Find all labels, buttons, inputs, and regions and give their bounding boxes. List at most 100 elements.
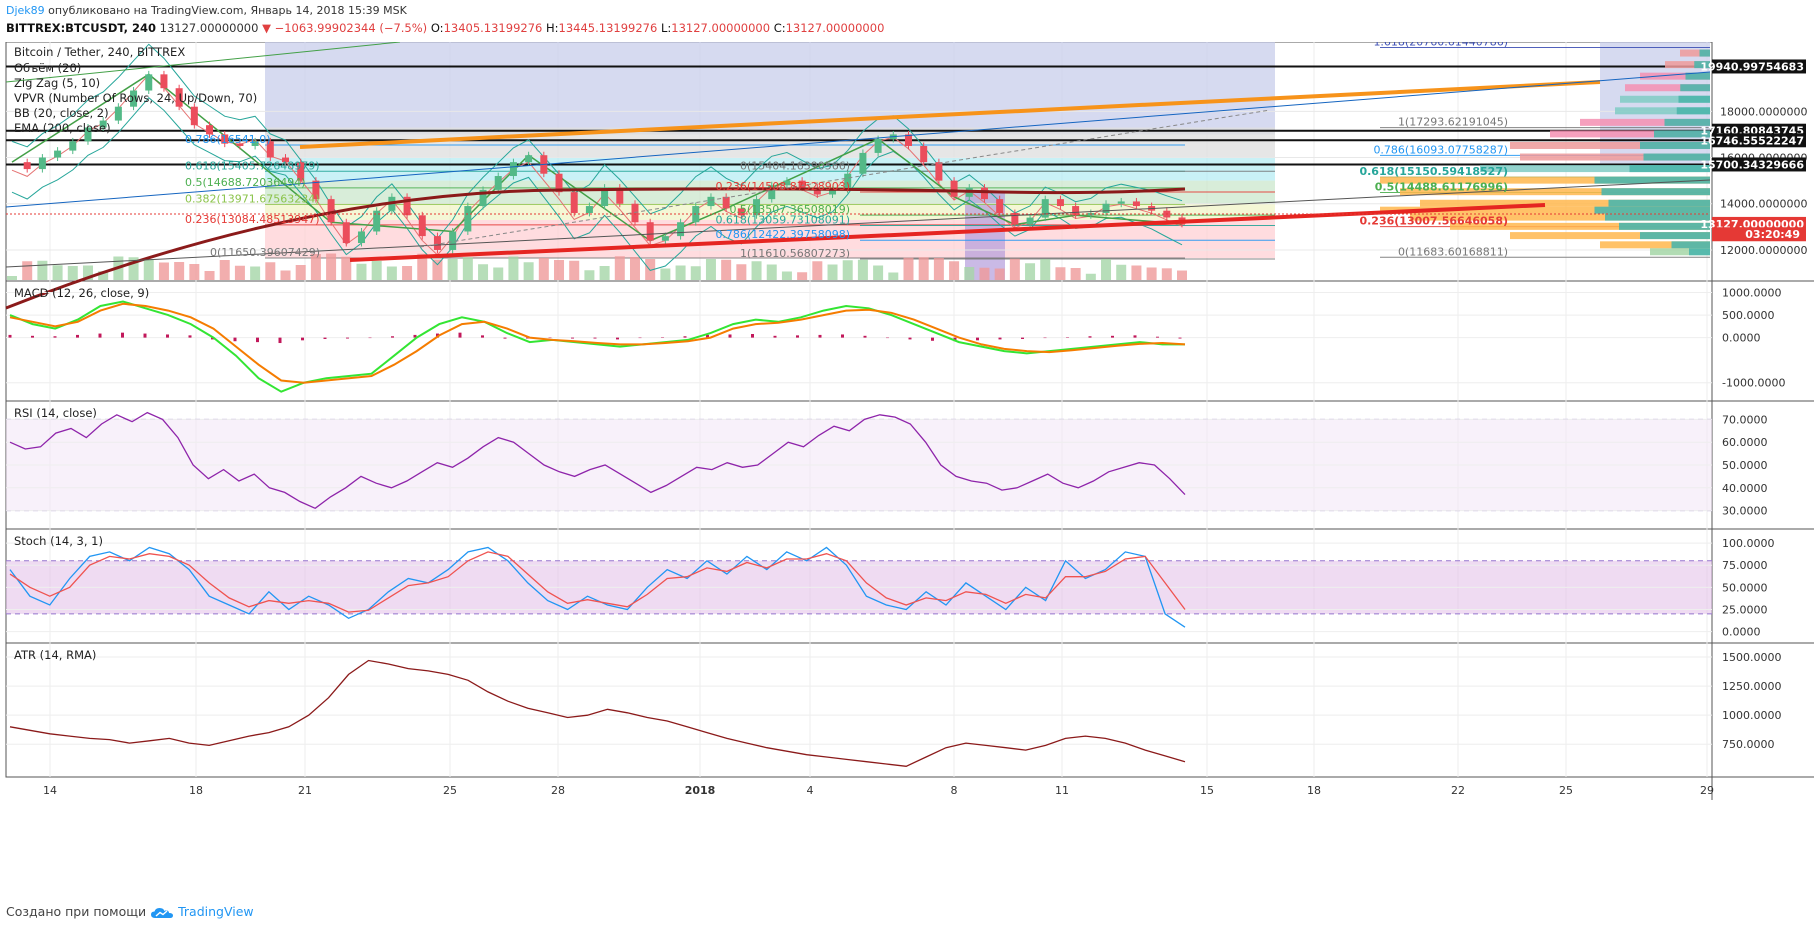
main-legend: Bitcoin / Tether, 240, BITTREX Объём (20)…: [14, 45, 257, 135]
volume-bar: [341, 256, 352, 280]
vpvr-bar: [1689, 248, 1710, 256]
macd-histogram-bar: [818, 334, 822, 338]
y-tick-label: 60.0000: [1722, 436, 1768, 449]
volume-bar: [797, 272, 808, 280]
volume-bar: [584, 270, 595, 280]
candle-body: [753, 199, 761, 216]
y-tick-label: 1250.0000: [1722, 680, 1782, 693]
volume-bar: [1040, 259, 1051, 280]
fib-level-label: 0.236(14508.87528903): [715, 180, 850, 193]
candle-body: [1117, 201, 1125, 204]
macd-histogram-bar: [908, 337, 912, 340]
candle-body: [130, 90, 138, 107]
indicator-series-line: [9, 659, 1186, 767]
macd-histogram-bar: [998, 337, 1002, 340]
candle-body: [494, 176, 502, 190]
footer-brand-link[interactable]: TradingView: [178, 904, 254, 919]
candle-body: [297, 162, 305, 181]
candle-body: [23, 162, 31, 170]
chart-title: Bitcoin / Tether, 240, BITTREX: [14, 45, 185, 59]
volume-bar: [82, 265, 93, 280]
y-tick-label: 1000.0000: [1722, 709, 1782, 722]
vpvr-bar: [1520, 153, 1710, 161]
volume-bar: [295, 265, 306, 280]
fib-zone-cyan: [265, 157, 1275, 181]
candle-body: [631, 203, 639, 223]
volume-bar: [508, 256, 519, 280]
price-tag: [1712, 227, 1806, 242]
volume-bar: [554, 260, 565, 280]
y-tick-label: -1000.0000: [1722, 377, 1785, 390]
volume-bar: [918, 257, 929, 280]
macd-histogram-bar: [1178, 337, 1182, 339]
volume-bar: [447, 259, 458, 280]
volume-bar: [432, 259, 443, 280]
fib-zone-gray: [265, 127, 1275, 158]
candle-body: [722, 196, 730, 209]
indicator-series-line: [9, 300, 1185, 393]
y-tick-label: 18000.0000000: [1720, 105, 1807, 118]
tradingview-cloud-icon: [151, 907, 174, 918]
indicator-series-line: [9, 302, 1186, 384]
candle-body: [479, 189, 487, 207]
macd-histogram-bar: [233, 337, 237, 342]
volume-bar: [873, 265, 884, 280]
macd-histogram-bar: [728, 334, 732, 338]
candle-body: [950, 180, 958, 197]
x-tick-label: 25: [1559, 784, 1573, 797]
indicator-title: MACD (12, 26, close, 9): [14, 286, 149, 300]
y-tick-label: 12000.0000000: [1720, 244, 1807, 257]
candle-body: [145, 74, 153, 91]
candle-body: [206, 125, 214, 135]
vpvr-bar: [1685, 72, 1710, 80]
candle-body: [874, 139, 882, 153]
vpvr-bar: [1650, 248, 1710, 256]
volume-bar: [903, 257, 914, 280]
price-tag-label: 16746.55522247: [1700, 134, 1804, 147]
candle-body: [266, 141, 274, 158]
y-tick-label: 25.0000: [1722, 603, 1768, 616]
blue-channel-line: [5, 71, 1711, 208]
volume-bar: [310, 254, 321, 280]
candle-body: [1102, 203, 1110, 213]
macd-histogram-bar: [413, 334, 417, 338]
candle-body: [312, 180, 320, 200]
candle-body: [373, 210, 381, 232]
volume-bar: [979, 267, 990, 280]
fib-zone-blue: [265, 42, 1275, 135]
candle-body: [616, 187, 624, 204]
volume-bar: [1131, 265, 1142, 280]
volume-bar: [705, 259, 716, 280]
bb-lower-line: [11, 97, 1183, 271]
symbol-line: BITTREX:BTCUSDT, 240 13127.00000000 ▼ −1…: [6, 21, 884, 35]
volume-bar: [842, 260, 853, 280]
price-tag-label: 15700.34329666: [1700, 158, 1804, 171]
candle-body: [449, 231, 457, 250]
volume-bar: [781, 271, 792, 280]
legend-entry: Объём (20): [14, 61, 81, 75]
vpvr-bar: [1676, 107, 1710, 115]
chart-area[interactable]: 14 18 21 25 28 2018 4 8 11 15 18 22 25 29 18000.000000…: [0, 42, 1814, 900]
fib-level-label: 0.5(14688.72036494): [185, 176, 306, 189]
volume-bar: [219, 260, 230, 280]
author-link[interactable]: Djek89: [6, 4, 45, 17]
volume-bar: [356, 263, 367, 280]
x-tick-label: 2018: [685, 784, 716, 797]
volume-bar: [827, 264, 838, 280]
macd-histogram-bar: [8, 334, 12, 338]
candle-body: [221, 134, 229, 144]
candle-body: [525, 155, 533, 163]
candle-body: [996, 199, 1004, 213]
candle-body: [1132, 201, 1140, 207]
volume-bar: [204, 271, 215, 280]
header: Djek89 опубликовано на TradingView.com, …: [0, 0, 1814, 42]
volume-bar: [386, 266, 397, 280]
high-label: H:: [546, 21, 559, 35]
macd-histogram-bar: [166, 334, 169, 338]
vpvr-bar: [1665, 61, 1710, 69]
vpvr-bar: [1640, 72, 1710, 80]
volume-bar: [493, 267, 504, 280]
macd-histogram-bar: [1111, 335, 1114, 338]
fib-level-label: 0(15404.16390566): [740, 159, 850, 172]
fib-level-label: 0.786(16541.0): [185, 133, 271, 146]
